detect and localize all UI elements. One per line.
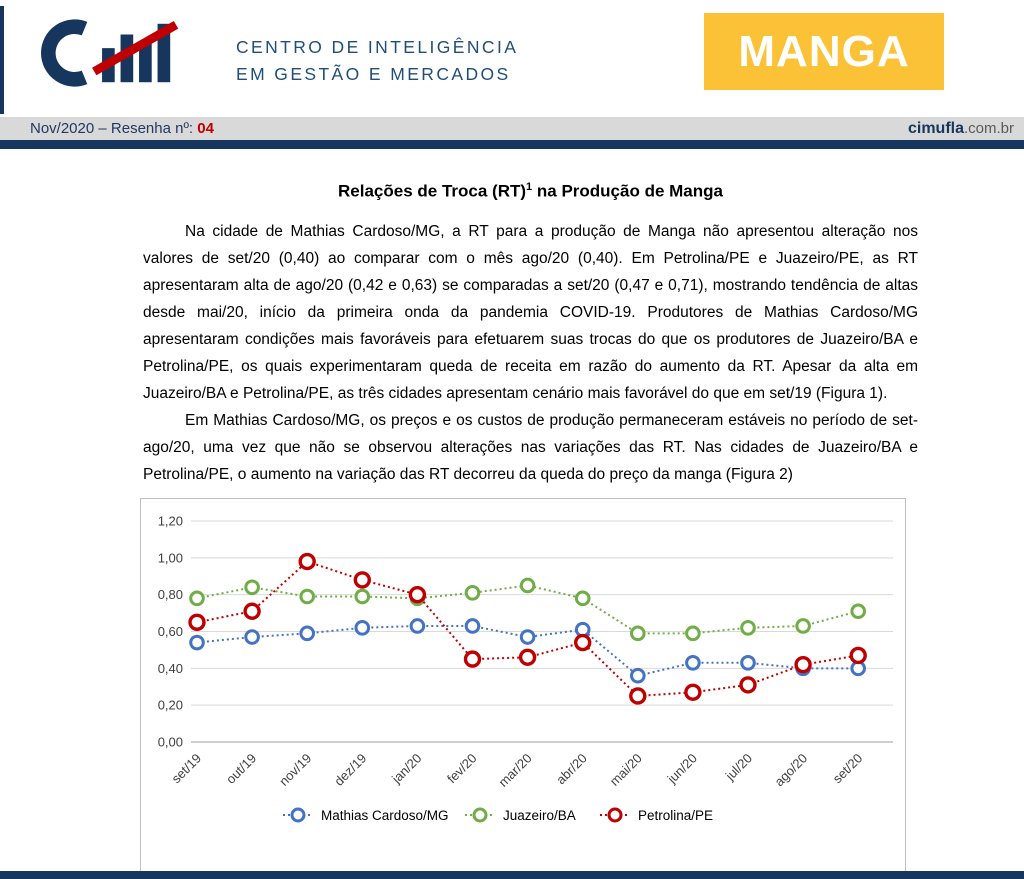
svg-text:dez/19: dez/19: [331, 750, 369, 788]
issue-number: 04: [197, 120, 214, 137]
footer-bar: [0, 871, 1024, 879]
svg-text:mar/20: mar/20: [495, 750, 534, 789]
cim-logo-graphic: [41, 19, 179, 87]
issue-label: Nov/2020 – Resenha nº:: [30, 120, 198, 137]
svg-text:abr/20: abr/20: [553, 750, 590, 787]
organization-name: CENTRO DE INTELIGÊNCIA EM GESTÃO E MERCA…: [236, 34, 518, 88]
svg-text:jul/20: jul/20: [722, 750, 755, 783]
manga-badge: MANGA: [704, 13, 944, 90]
article-title: Relações de Troca (RT)1 na Produção de M…: [143, 181, 918, 202]
figure-1-chart: 0,00 0,20 0,40 0,60 0,80 1,00 1,20 set/19 out/19…: [140, 497, 906, 879]
site-name: cimufla: [907, 119, 964, 137]
svg-text:ago/20: ago/20: [771, 750, 810, 789]
svg-text:mai/20: mai/20: [607, 750, 645, 788]
svg-text:fev/20: fev/20: [444, 750, 480, 786]
paragraph-2: Em Mathias Cardoso/MG, os preços e os cu…: [143, 411, 918, 483]
svg-text:Mathias Cardoso/MG: Mathias Cardoso/MG: [321, 808, 449, 823]
series-juazeiro-ba: [189, 577, 867, 641]
masthead: CENTRO DE INTELIGÊNCIA EM GESTÃO E MERCA…: [0, 0, 1024, 117]
svg-text:set/19: set/19: [168, 750, 204, 786]
org-name-line2: EM GESTÃO E MERCADOS: [236, 64, 511, 85]
svg-text:0,60: 0,60: [158, 624, 183, 639]
svg-text:0,00: 0,00: [158, 734, 183, 749]
svg-text:jan/20: jan/20: [388, 750, 424, 786]
issue-info: Nov/2020 – Resenha nº: 04: [30, 120, 214, 137]
svg-text:0,20: 0,20: [158, 697, 183, 712]
rt-line-chart: 0,00 0,20 0,40 0,60 0,80 1,00 1,20 set/19 out/19…: [158, 513, 893, 823]
svg-text:jun/20: jun/20: [664, 750, 700, 786]
svg-text:1,20: 1,20: [158, 513, 183, 528]
cim-logo: [30, 12, 215, 99]
chart-legend: Mathias Cardoso/MG Juazeiro/BA Petrolina/P…: [283, 807, 713, 823]
svg-text:Juazeiro/BA: Juazeiro/BA: [503, 808, 576, 823]
svg-text:nov/19: nov/19: [276, 750, 314, 788]
svg-text:set/20: set/20: [830, 750, 866, 786]
article-body: Relações de Troca (RT)1 na Produção de M…: [140, 181, 918, 879]
series-petrolina-pe: [188, 552, 867, 705]
header-divider-bar: [0, 140, 1024, 149]
gridlines: 0,00 0,20 0,40 0,60 0,80 1,00 1,20: [158, 513, 893, 749]
paragraph-1: Na cidade de Mathias Cardoso/MG, a RT pa…: [143, 222, 918, 402]
svg-text:1,00: 1,00: [158, 550, 183, 565]
svg-text:Petrolina/PE: Petrolina/PE: [638, 808, 713, 823]
site-domain: .com.br: [963, 119, 1014, 137]
site-url: cimufla.com.br: [908, 120, 1014, 138]
issue-bar: Nov/2020 – Resenha nº: 04 cimufla.com.br: [0, 117, 1024, 140]
left-edge-stripe: [0, 6, 4, 114]
title-footnote-marker: 1: [526, 181, 533, 193]
title-text: Relações de Troca (RT): [338, 181, 527, 201]
svg-text:out/19: out/19: [223, 750, 259, 786]
svg-text:0,80: 0,80: [158, 587, 183, 602]
svg-text:0,40: 0,40: [158, 660, 183, 675]
x-axis-labels: set/19 out/19 nov/19 dez/19 jan/20 fev/20 mar/…: [168, 750, 865, 789]
org-name-line1: CENTRO DE INTELIGÊNCIA: [236, 37, 519, 57]
title-text-rest: na Produção de Manga: [532, 181, 723, 201]
